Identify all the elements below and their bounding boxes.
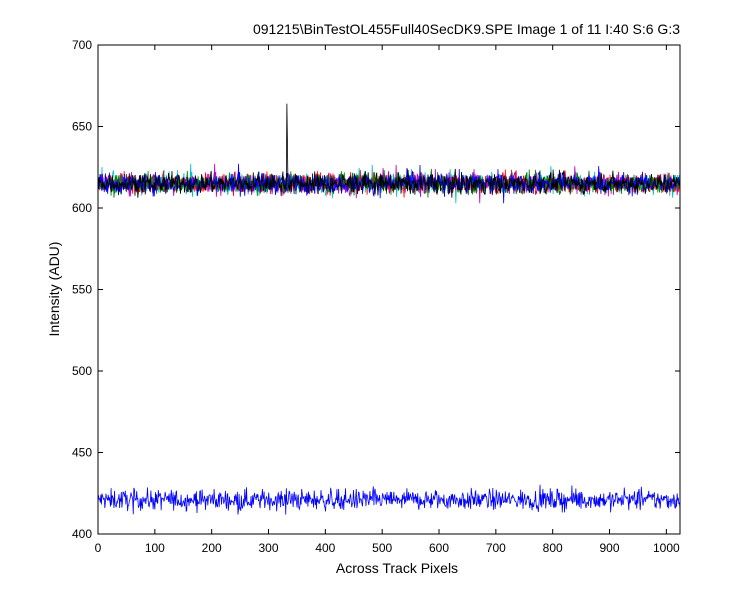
x-tick-label: 300	[258, 541, 278, 555]
x-tick-label: 500	[372, 541, 392, 555]
series-line-0	[97, 484, 681, 515]
chart-title: 091215\BinTestOL455Full40SecDK9.SPE Imag…	[253, 21, 680, 37]
x-axis-label: Across Track Pixels	[336, 560, 458, 576]
y-axis-label: Intensity (ADU)	[46, 242, 62, 337]
y-axis-ticks: 400 450 500 550 600 650 700	[72, 38, 680, 541]
x-tick-label: 700	[486, 541, 506, 555]
series-layer	[97, 103, 681, 515]
x-tick-label: 800	[543, 541, 563, 555]
y-tick-label: 450	[72, 446, 92, 460]
y-tick-label: 650	[72, 120, 92, 134]
y-tick-label: 600	[72, 201, 92, 215]
x-tick-label: 900	[600, 541, 620, 555]
x-tick-label: 600	[429, 541, 449, 555]
x-tick-label: 0	[95, 541, 102, 555]
x-tick-label: 1000	[653, 541, 680, 555]
x-tick-label: 400	[315, 541, 335, 555]
y-tick-label: 550	[72, 283, 92, 297]
series-line-6	[97, 103, 681, 198]
x-tick-label: 100	[145, 541, 165, 555]
y-tick-label: 500	[72, 364, 92, 378]
y-tick-label: 700	[72, 38, 92, 52]
x-tick-label: 200	[202, 541, 222, 555]
x-axis-ticks: 0 100 200 300 400 500 600 700 800 900 1000	[95, 45, 680, 555]
y-tick-label: 400	[72, 527, 92, 541]
